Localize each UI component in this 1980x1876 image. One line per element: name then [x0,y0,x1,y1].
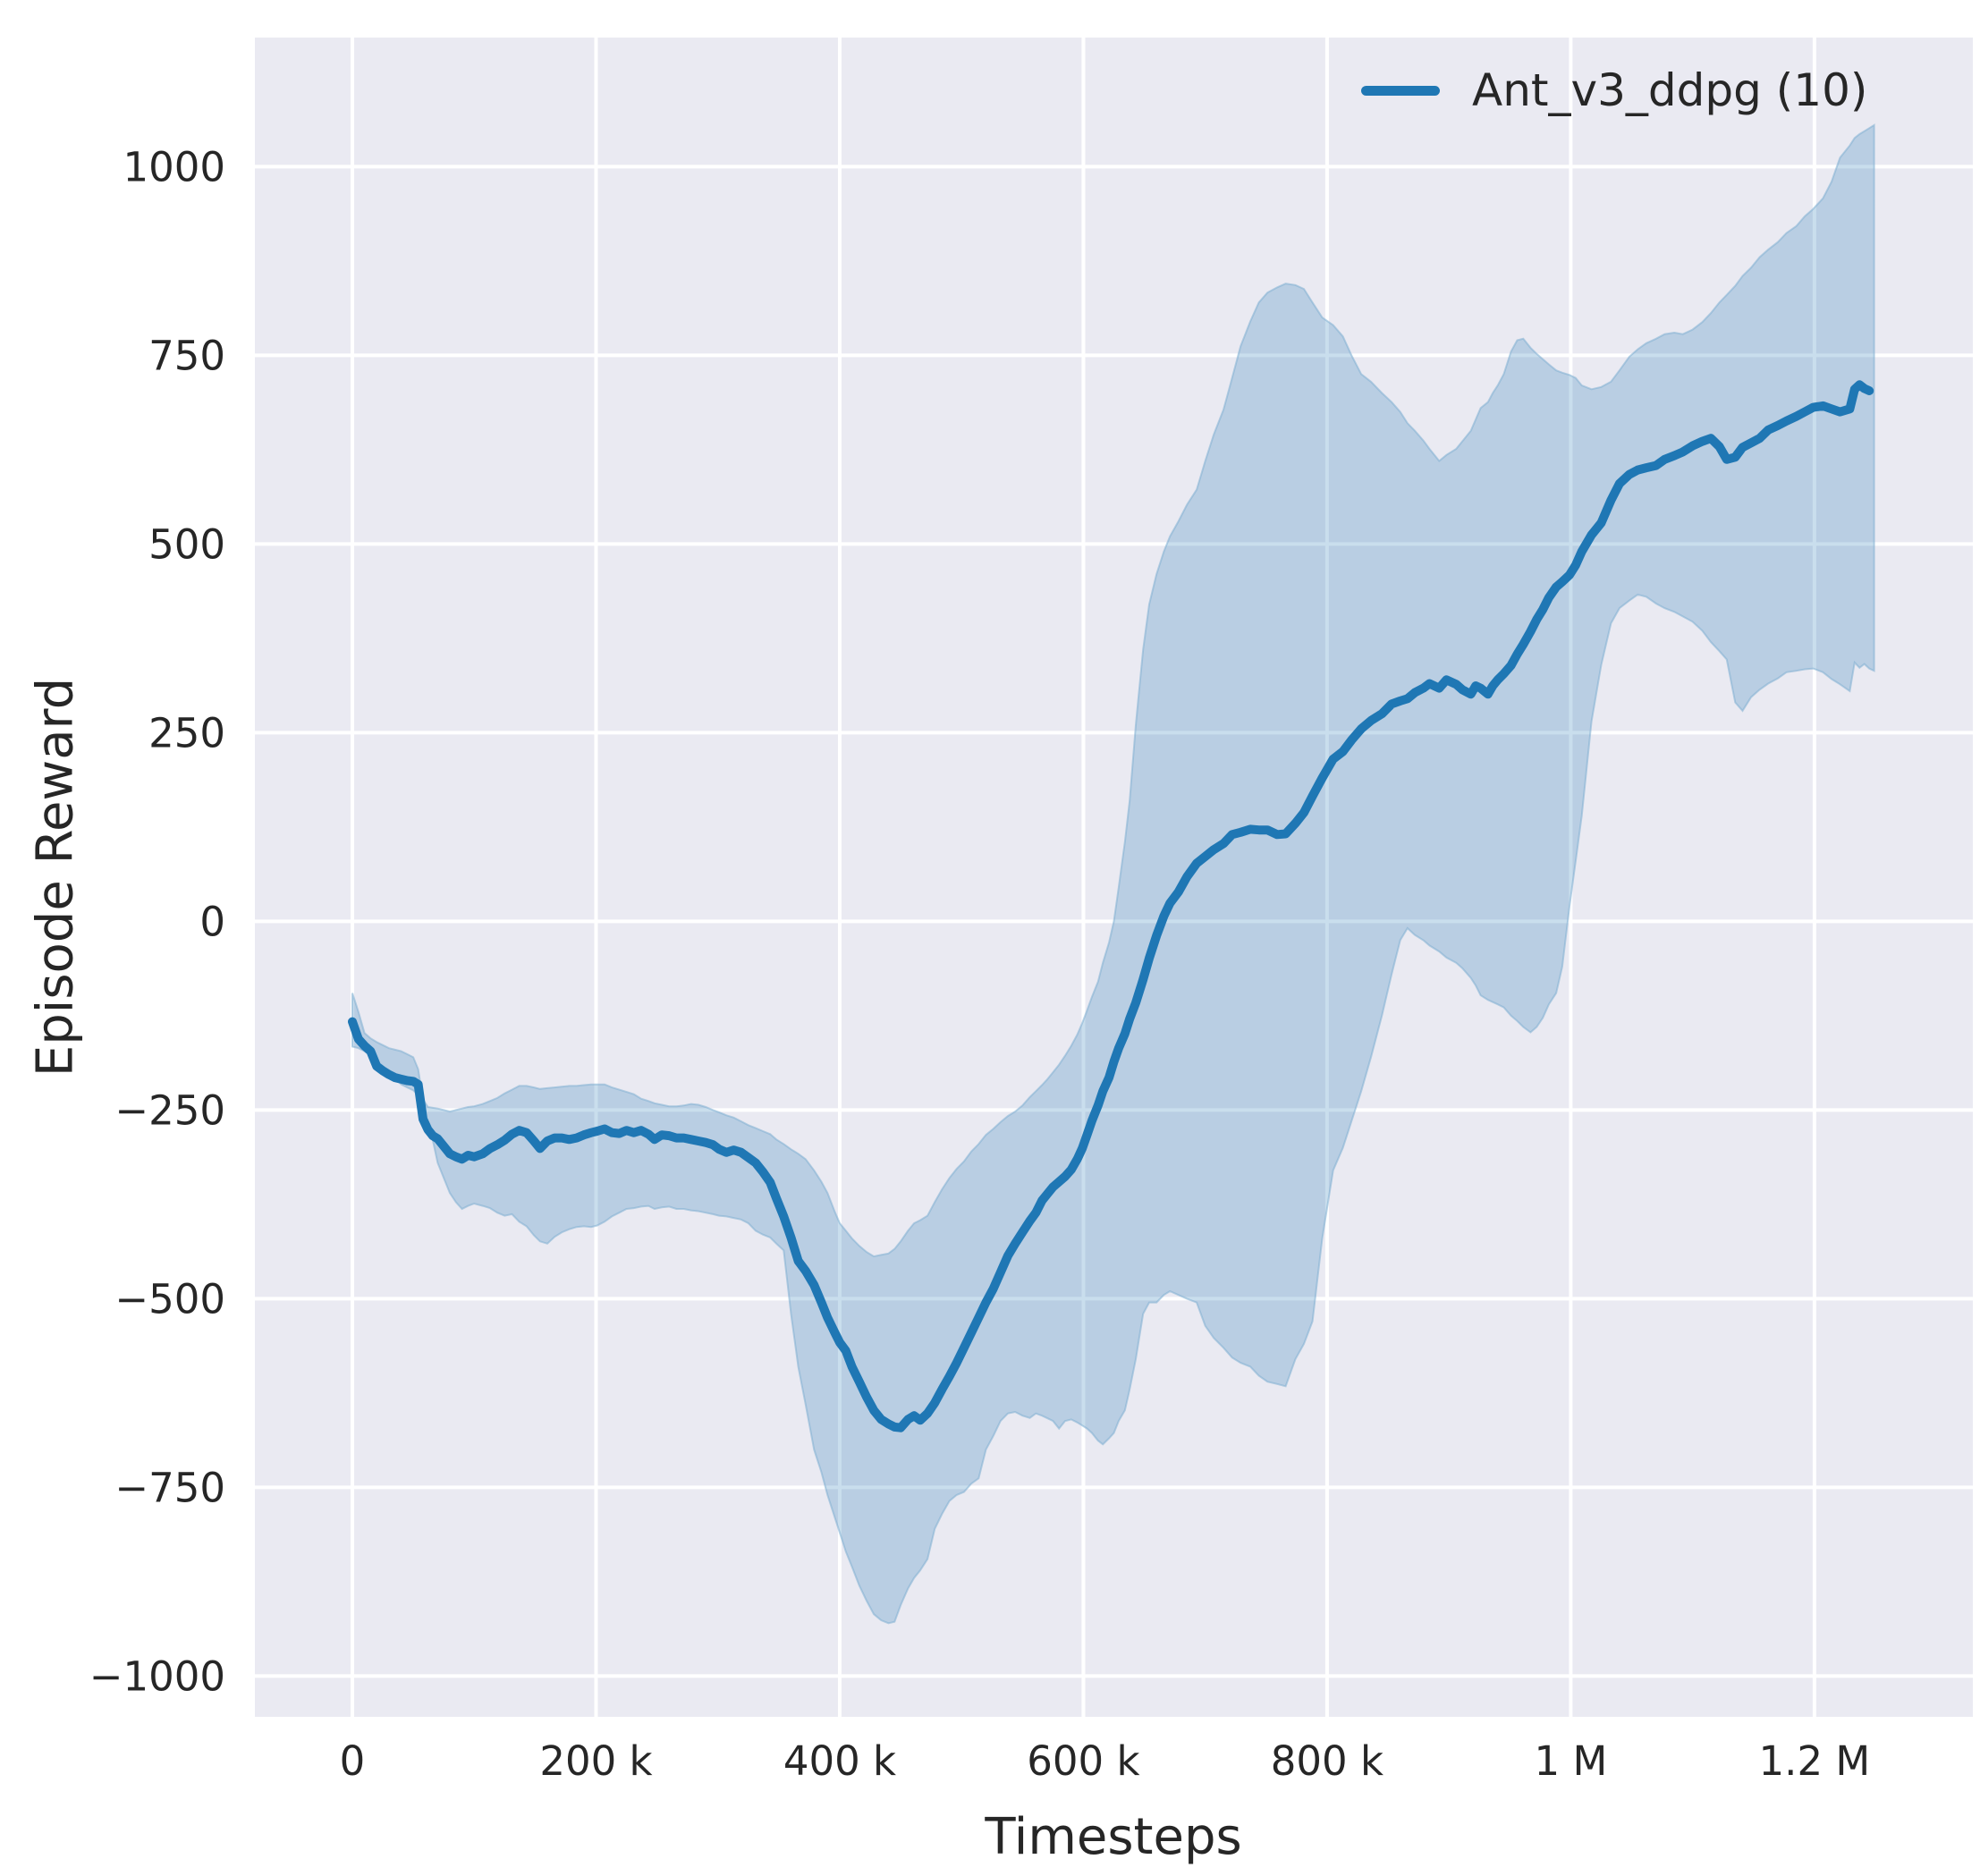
x-tick-label: 1 M [1535,1737,1608,1785]
x-tick-label: 600 k [1027,1737,1139,1785]
y-tick-label: −750 [114,1464,225,1511]
y-tick-label: 0 [199,898,225,945]
y-tick-label: −1000 [89,1652,225,1700]
y-tick-label: 750 [148,332,225,379]
x-tick-label: 200 k [539,1737,652,1785]
y-tick-label: −500 [114,1275,225,1322]
y-tick-label: 500 [148,520,225,568]
mean-line [348,380,1874,1432]
confidence-band [351,123,1875,1625]
x-tick-label: 400 k [783,1737,896,1785]
legend: Ant_v3_ddpg (10) [1361,64,1867,116]
x-tick-label: 800 k [1271,1737,1383,1785]
y-tick-label: 1000 [123,143,225,190]
legend-line-swatch [1361,85,1440,96]
x-tick-label: 1.2 M [1759,1737,1871,1785]
x-tick-label: 0 [340,1737,366,1785]
y-axis-label: Episode Reward [26,677,85,1077]
x-axis-label: Timesteps [985,1808,1242,1866]
y-tick-label: −250 [114,1086,225,1134]
legend-label: Ant_v3_ddpg (10) [1472,64,1868,116]
y-tick-label: 250 [148,709,225,756]
plot-area [255,38,1973,1717]
